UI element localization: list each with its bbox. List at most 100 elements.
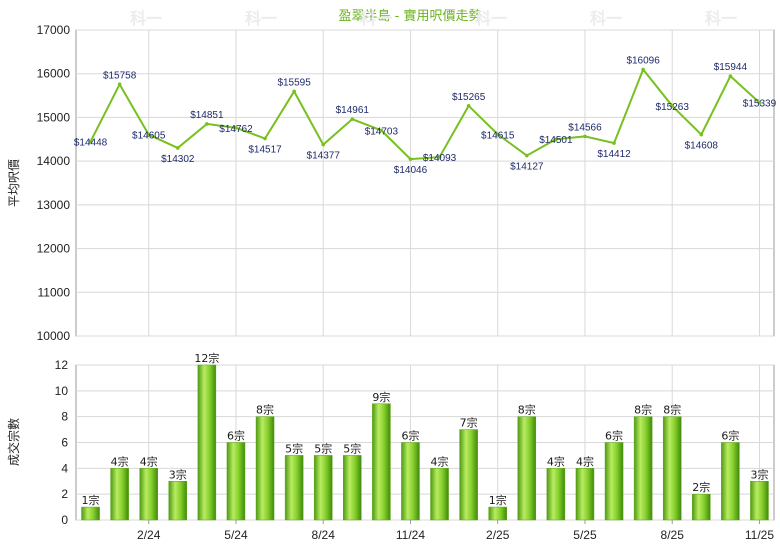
price-y-tick-label: 11000 xyxy=(38,285,71,299)
price-point xyxy=(321,142,326,147)
price-data-label: $14615 xyxy=(481,130,515,141)
price-point xyxy=(234,126,238,130)
price-data-label: $15263 xyxy=(656,102,690,113)
watermark-text: 科一 xyxy=(130,9,162,28)
volume-y-tick-label: 2 xyxy=(61,487,68,501)
price-data-label: $14302 xyxy=(161,154,195,165)
price-y-tick-label: 16000 xyxy=(37,67,71,81)
price-panel: 10000 11000 12000 13000 14000 15000 16000 17000… xyxy=(7,23,777,343)
price-data-label: $15758 xyxy=(103,70,137,81)
price-data-label: $15944 xyxy=(714,62,748,73)
volume-data-label: 1宗 xyxy=(82,493,100,507)
volume-bars xyxy=(81,364,769,521)
price-point xyxy=(88,139,93,144)
x-tick-label: 2/24 xyxy=(137,528,161,542)
price-y-tick-label: 10000 xyxy=(37,329,71,343)
watermark-text: 科一 xyxy=(590,9,622,28)
price-point xyxy=(612,141,616,145)
price-data-label: $14448 xyxy=(74,138,108,149)
volume-data-label: 4宗 xyxy=(576,454,594,468)
volume-data-label: 3宗 xyxy=(750,467,768,481)
price-y-tick-label: 15000 xyxy=(37,110,71,124)
volume-data-label: 7宗 xyxy=(460,416,478,430)
chart-title: 盈翠半島 - 實用呎價走勢 xyxy=(339,8,482,24)
price-point xyxy=(117,82,122,87)
price-point xyxy=(292,89,296,94)
price-series-line xyxy=(89,67,761,161)
x-tick-label: 11/25 xyxy=(745,528,774,542)
price-point xyxy=(757,100,762,105)
price-data-label: $14093 xyxy=(423,153,457,164)
price-gridlines xyxy=(76,29,774,337)
price-point xyxy=(350,117,355,121)
volume-bar xyxy=(81,506,100,521)
volume-data-label: 8宗 xyxy=(634,403,652,417)
volume-bar xyxy=(226,442,246,521)
volume-data-label: 8宗 xyxy=(518,403,536,417)
price-data-label: $15265 xyxy=(452,92,486,103)
watermark-text: 科一 xyxy=(360,9,392,28)
volume-data-label: 6宗 xyxy=(227,429,245,443)
volume-y-axis-title: 成交宗數 xyxy=(6,418,21,466)
volume-bar xyxy=(575,468,595,521)
volume-bar xyxy=(604,442,624,521)
volume-data-label: 3宗 xyxy=(169,467,187,481)
volume-bar xyxy=(750,481,769,521)
volume-y-tick-label: 10 xyxy=(55,384,69,398)
volume-bar xyxy=(401,442,420,521)
price-data-label: $16096 xyxy=(626,56,660,67)
volume-y-tick-label: 8 xyxy=(61,410,68,424)
price-data-label: $14703 xyxy=(365,126,399,137)
volume-bar xyxy=(633,416,653,521)
price-data-label: $14412 xyxy=(597,149,631,160)
volume-bar xyxy=(488,506,507,521)
price-point xyxy=(146,132,151,137)
x-tick-label: 5/24 xyxy=(224,528,248,542)
volume-bar xyxy=(139,468,158,521)
volume-bar xyxy=(313,455,333,521)
price-point xyxy=(524,153,529,158)
volume-y-tick-label: 0 xyxy=(61,513,68,527)
volume-data-label: 4宗 xyxy=(547,454,565,468)
volume-bar xyxy=(517,416,537,521)
x-tick-label: 11/24 xyxy=(396,528,425,542)
price-point xyxy=(554,137,558,142)
price-point xyxy=(583,134,587,139)
volume-bar xyxy=(721,442,740,521)
price-data-label: $14566 xyxy=(568,122,602,133)
price-y-tick-label: 14000 xyxy=(37,154,71,168)
price-data-label: $14046 xyxy=(394,165,428,176)
price-data-label: $14605 xyxy=(132,131,166,142)
volume-bar xyxy=(343,455,362,521)
price-point xyxy=(466,104,471,108)
price-y-axis: 10000 11000 12000 13000 14000 15000 16000 17000 xyxy=(37,23,71,343)
volume-data-label: 5宗 xyxy=(343,441,361,455)
price-points xyxy=(88,67,762,161)
volume-bar xyxy=(430,468,449,521)
x-tick-label: 8/24 xyxy=(312,528,336,542)
price-point xyxy=(263,136,267,141)
price-data-label: $14762 xyxy=(219,124,253,135)
price-point xyxy=(641,67,645,72)
volume-y-tick-label: 12 xyxy=(55,358,69,372)
watermark-text: 科一 xyxy=(475,9,507,28)
volume-bar xyxy=(110,468,129,521)
volume-bar xyxy=(284,455,304,521)
price-point xyxy=(699,132,704,137)
x-tick-label: 8/25 xyxy=(661,528,685,542)
price-data-label: $14377 xyxy=(307,151,341,162)
price-point xyxy=(495,132,500,137)
price-point xyxy=(175,146,180,150)
volume-data-label: 6宗 xyxy=(721,429,739,443)
volume-gridlines xyxy=(76,364,774,521)
volume-bar xyxy=(197,364,217,521)
volume-panel: 0 2 4 6 8 10 12 成交宗數 1宗 4宗 4宗 3宗 12宗 6宗 8宗 5宗 5宗 5宗 9宗 6宗… xyxy=(6,351,775,542)
price-y-tick-label: 12000 xyxy=(37,242,71,256)
price-data-label: $15595 xyxy=(277,77,311,88)
watermark-text: 科一 xyxy=(705,9,737,28)
price-point xyxy=(670,104,675,108)
price-y-tick-label: 13000 xyxy=(37,198,71,212)
price-data-label: $14501 xyxy=(539,135,573,146)
volume-data-labels: 1宗 4宗 4宗 3宗 12宗 6宗 8宗 5宗 5宗 5宗 9宗 6宗 4宗 7宗 1宗 8宗 4宗 4宗 6宗 8… xyxy=(82,351,769,507)
volume-bar xyxy=(692,493,711,521)
